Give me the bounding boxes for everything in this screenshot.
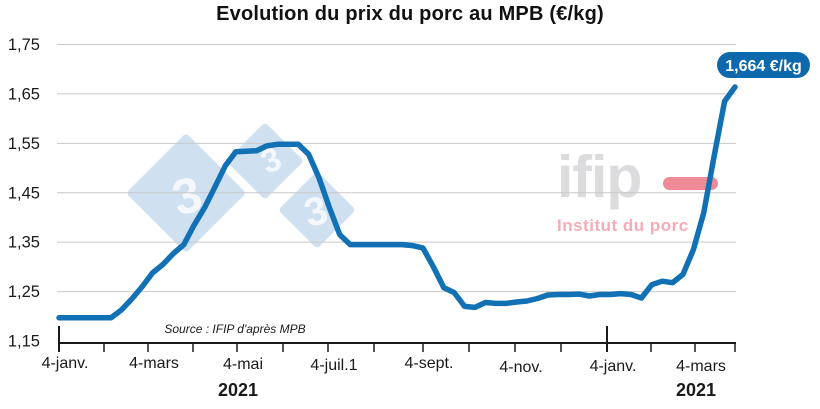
ifip-watermark-dash	[663, 177, 718, 190]
y-axis-tick-label: 1,55	[8, 135, 40, 153]
x-axis-tick-label: 4-mars	[129, 355, 179, 372]
ifip-watermark-subtitle: Institut du porc	[557, 216, 689, 235]
y-axis-tick-label: 1,75	[8, 36, 40, 54]
source-note: Source : IFIP d'après MPB	[164, 322, 305, 336]
y-axis-tick-label: 1,25	[8, 283, 40, 301]
x-axis-tick-label: 4-nov.	[499, 359, 542, 376]
chart-title: Evolution du prix du porc au MPB (€/kg)	[216, 3, 604, 25]
year-label: 2021	[218, 380, 258, 400]
price-annotation-bubble	[717, 52, 810, 78]
x-axis-tick-label: 4-janv.	[42, 355, 89, 372]
price-annotation-text: 1,664 €/kg	[725, 58, 802, 75]
y-axis-tick-label: 1,15	[8, 333, 40, 351]
x-axis-tick-label: 4-mars	[676, 358, 726, 375]
year-label: 2021	[676, 380, 716, 400]
ifip-watermark-word: ifip	[557, 144, 641, 210]
x-axis-tick-label: 4-janv.	[590, 358, 637, 375]
y-axis-tick-label: 1,65	[8, 85, 40, 103]
x-axis-tick-label: 4-mai	[223, 356, 263, 373]
y-axis-tick-label: 1,35	[8, 234, 40, 252]
x-axis-tick-label: 4-sept.	[405, 355, 454, 372]
y-axis-tick-label: 1,45	[8, 184, 40, 202]
x-axis-tick-label: 4-juil.1	[310, 357, 357, 374]
price-line	[56, 84, 738, 321]
